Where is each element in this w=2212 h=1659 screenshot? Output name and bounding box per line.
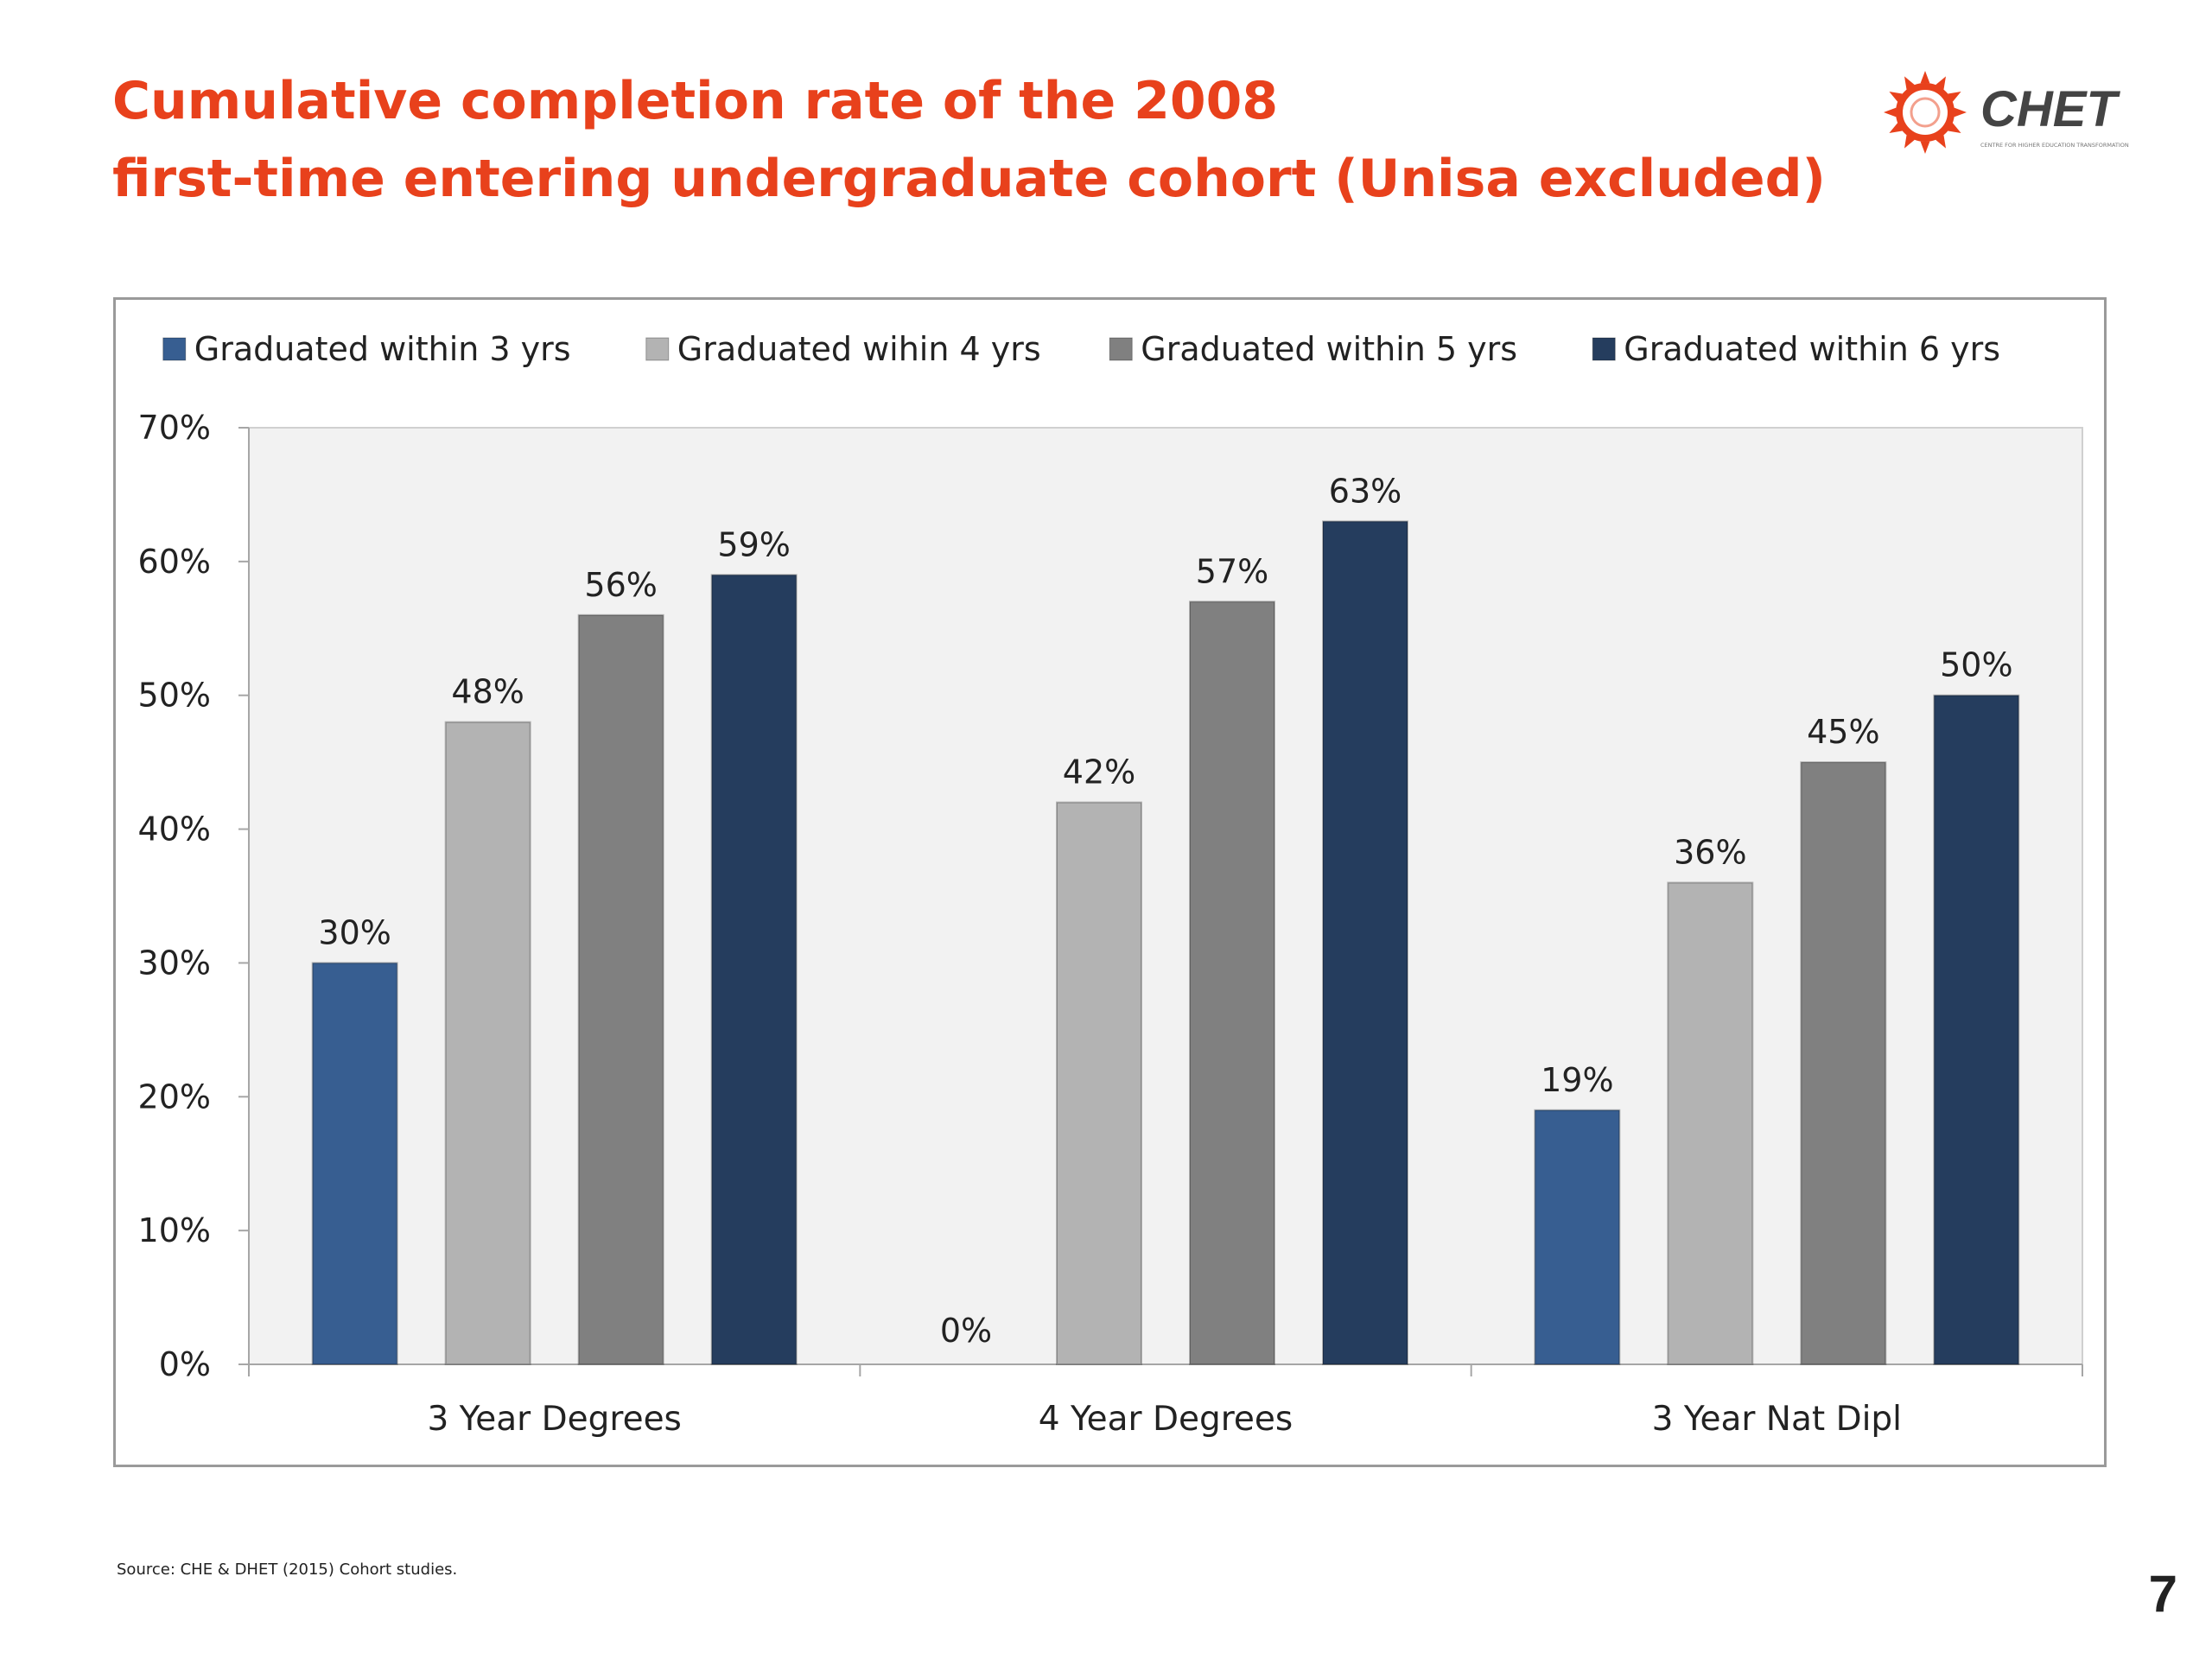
legend-label: Graduated within 5 yrs	[1141, 330, 1517, 368]
bar	[710, 574, 798, 1366]
bar	[311, 962, 398, 1366]
slide-title: Cumulative completion rate of the 2008 f…	[112, 62, 1826, 218]
data-label: 56%	[584, 566, 657, 604]
y-tick-label: 60%	[138, 543, 211, 581]
data-label: 63%	[1329, 472, 1402, 510]
y-tick-label: 10%	[138, 1211, 211, 1249]
logo-text: CHET	[1980, 81, 2120, 137]
data-label: 0%	[940, 1312, 992, 1350]
bar	[1056, 801, 1142, 1365]
data-label: 19%	[1541, 1061, 1613, 1099]
chart-frame: 0% 10% 20% 30% 40% 50% 60% 70% 30% 48% 56% 59% 3 Yea…	[113, 297, 2107, 1467]
y-tick-label: 50%	[138, 677, 211, 715]
slide-title-line-1: Cumulative completion rate of the 2008	[112, 71, 1279, 131]
legend-swatch	[1592, 337, 1616, 361]
x-category-label: 3 Year Nat Dipl	[1652, 1400, 1902, 1439]
logo-ray	[1884, 107, 1897, 118]
sun-gear-icon	[1884, 71, 1967, 154]
data-label: 50%	[1940, 646, 2012, 684]
y-tick-label: 70%	[138, 409, 211, 447]
bar	[577, 613, 664, 1365]
legend-swatch	[162, 337, 187, 361]
y-tick-label: 20%	[138, 1077, 211, 1116]
logo-ray	[1920, 141, 1930, 154]
bar	[444, 721, 531, 1365]
data-label: 57%	[1196, 552, 1268, 590]
x-category-label: 4 Year Degrees	[1039, 1400, 1293, 1439]
slide-title-line-2: first-time entering undergraduate cohort…	[112, 149, 1826, 209]
data-label: 45%	[1807, 713, 1879, 751]
y-tick-label: 40%	[138, 810, 211, 849]
bar	[1667, 881, 1754, 1365]
page-number: 7	[2148, 1565, 2177, 1623]
bar-chart: 0% 10% 20% 30% 40% 50% 60% 70% 30% 48% 56% 59% 3 Yea…	[138, 330, 2083, 1439]
logo-ray	[1920, 71, 1930, 84]
bar	[1933, 694, 2020, 1365]
bar	[1189, 601, 1275, 1366]
legend-swatch	[645, 337, 670, 361]
chet-logo: CHET CENTRE FOR HIGHER EDUCATION TRANSFO…	[1884, 60, 2212, 164]
legend-label: Graduated within 6 yrs	[1624, 330, 2000, 368]
y-tick-label: 0%	[159, 1345, 211, 1383]
data-label: 36%	[1674, 834, 1746, 872]
legend-label: Graduated within 3 yrs	[194, 330, 571, 368]
data-label: 59%	[717, 525, 790, 563]
logo-ray	[1954, 107, 1967, 118]
y-tick-label: 30%	[138, 944, 211, 982]
bar	[1534, 1109, 1621, 1365]
bar	[1800, 761, 1887, 1365]
legend-swatch	[1109, 337, 1133, 361]
bar	[1322, 520, 1408, 1365]
plot-area	[248, 427, 2083, 1365]
x-category-label: 3 Year Degrees	[427, 1400, 681, 1439]
data-label: 48%	[451, 673, 524, 711]
data-label: 30%	[318, 913, 391, 951]
legend-label: Graduated wihin 4 yrs	[677, 330, 1041, 368]
source-note: Source: CHE & DHET (2015) Cohort studies…	[117, 1560, 458, 1579]
logo-subtext: CENTRE FOR HIGHER EDUCATION TRANSFORMATI…	[1980, 142, 2129, 149]
chet-logo-graphic: CHET CENTRE FOR HIGHER EDUCATION TRANSFO…	[1884, 71, 2129, 154]
data-label: 42%	[1063, 753, 1135, 791]
